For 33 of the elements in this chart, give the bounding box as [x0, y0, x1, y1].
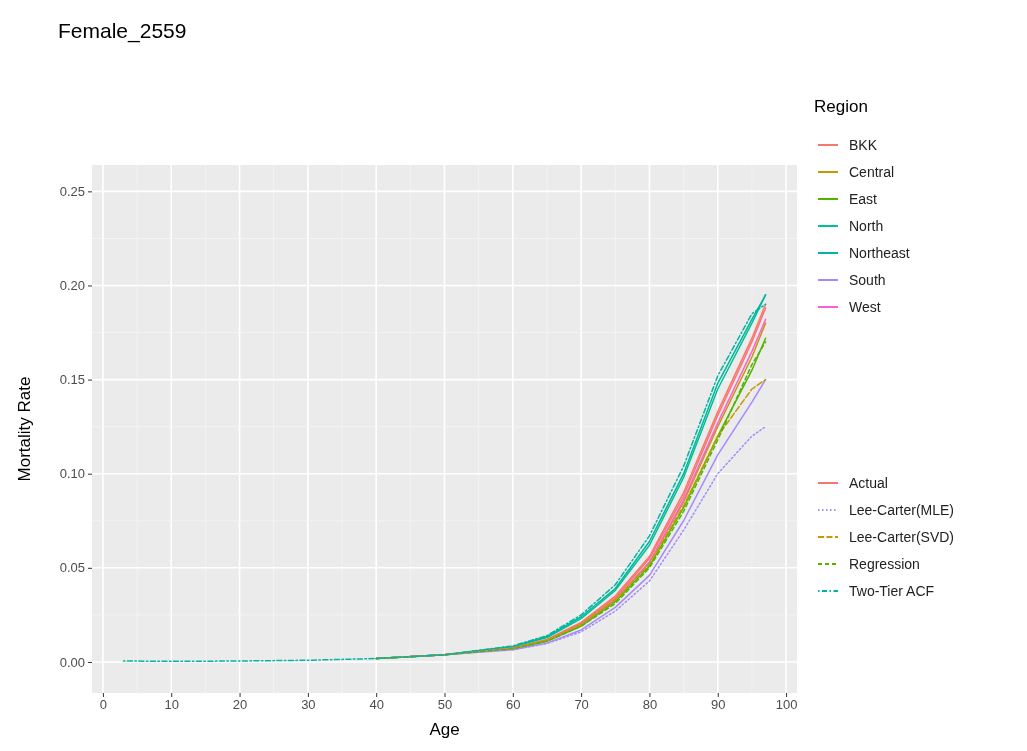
- legend-label: Two-Tier ACF: [849, 583, 935, 599]
- legend-label: Northeast: [849, 245, 910, 261]
- x-tick-label: 70: [574, 697, 589, 713]
- x-tick-label: 60: [506, 697, 521, 713]
- legend-label: East: [849, 191, 878, 207]
- legend-label: West: [849, 299, 881, 315]
- y-tick-label: 0.00: [59, 654, 85, 670]
- x-axis-title: Age: [429, 720, 460, 739]
- legend-label: Lee-Carter(MLE): [849, 502, 955, 518]
- x-tick-label: 20: [232, 697, 248, 713]
- y-tick-label: 0.15: [59, 372, 85, 388]
- y-tick-label: 0.10: [59, 466, 85, 482]
- x-tick-label: 100: [775, 697, 798, 713]
- x-tick-label: 0: [99, 697, 108, 713]
- x-tick-label: 40: [369, 697, 384, 713]
- legend-label: Central: [849, 164, 895, 180]
- legend-label: Regression: [849, 556, 920, 572]
- y-tick-label: 0.05: [59, 560, 85, 576]
- legend-label: South: [849, 272, 886, 288]
- legend-label: Actual: [849, 475, 888, 491]
- x-tick-label: 10: [164, 697, 179, 713]
- legend-label: Lee-Carter(SVD): [849, 529, 955, 545]
- x-tick-label: 50: [437, 697, 453, 713]
- y-axis-title: Mortality Rate: [15, 376, 34, 482]
- y-tick-label: 0.25: [59, 184, 85, 200]
- x-tick-label: 90: [711, 697, 726, 713]
- x-tick-label: 80: [642, 697, 658, 713]
- x-tick-label: 30: [301, 697, 316, 713]
- legend-title: Region: [814, 97, 868, 116]
- chart-title: Female_2559: [58, 19, 187, 43]
- legend-label: North: [849, 218, 884, 234]
- y-tick-label: 0.20: [59, 278, 85, 294]
- legend-label: BKK: [849, 137, 878, 153]
